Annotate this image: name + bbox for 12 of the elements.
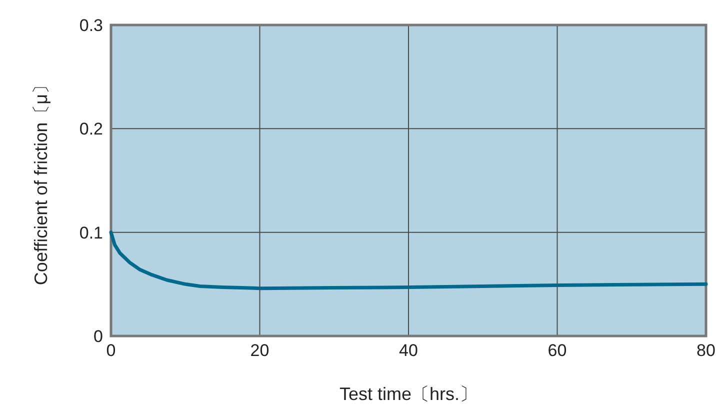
y-axis-title: Coefficient of friction〔μ〕 xyxy=(31,76,51,286)
x-tick-label: 60 xyxy=(548,341,567,360)
y-tick-label: 0 xyxy=(94,327,103,346)
line-series xyxy=(109,230,708,290)
x-tick-label: 0 xyxy=(106,341,116,360)
y-tick-label: 0.2 xyxy=(79,120,103,139)
y-tick-label: 0.3 xyxy=(79,16,103,35)
x-tick-label: 80 xyxy=(696,341,716,360)
x-tick-label: 40 xyxy=(399,341,418,360)
x-axis-title: Test time〔hrs.〕 xyxy=(339,384,478,404)
y-tick-label: 0.1 xyxy=(79,223,103,242)
x-tick-label: 20 xyxy=(250,341,270,360)
